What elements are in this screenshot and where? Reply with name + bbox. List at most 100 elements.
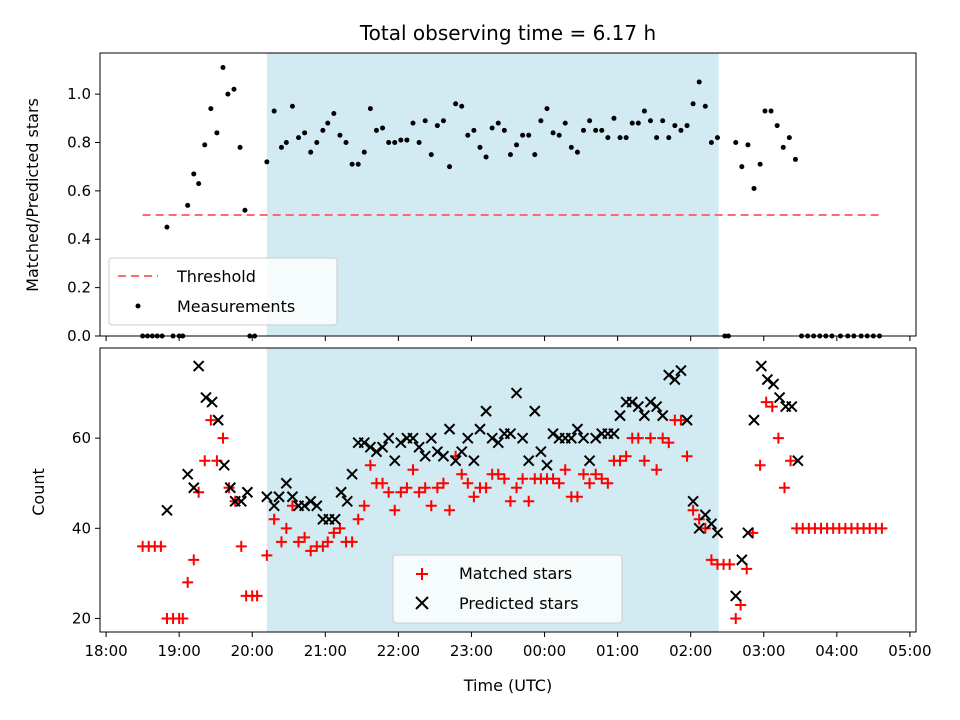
measurement-point — [678, 127, 684, 133]
predicted-star-marker — [443, 423, 456, 435]
predicted-star-marker — [583, 454, 596, 467]
measurement-point — [617, 135, 623, 141]
legend-predicted-label: Predicted stars — [459, 594, 579, 613]
matched-star-marker — [602, 477, 614, 489]
measurement-point — [447, 164, 453, 170]
measurement-point — [702, 103, 708, 109]
measurement-point — [581, 127, 587, 133]
matched-star-marker — [217, 432, 229, 444]
predicted-star-marker — [748, 414, 760, 426]
matched-star-marker — [205, 414, 217, 426]
measurement-point — [708, 139, 714, 145]
matched-star-marker — [462, 477, 474, 489]
predicted-star-marker — [425, 432, 437, 444]
measurement-point — [202, 142, 208, 148]
matched-star-marker — [235, 540, 247, 552]
measurement-point — [520, 132, 526, 138]
matched-star-marker — [578, 468, 590, 480]
matched-star-marker — [395, 486, 407, 498]
matched-star-marker — [735, 599, 747, 611]
measurement-point — [672, 123, 678, 129]
legend-threshold-label: Threshold — [176, 267, 256, 286]
matched-star-marker — [322, 536, 334, 548]
matched-star-marker — [651, 464, 663, 476]
predicted-star-marker — [644, 396, 657, 408]
measurement-point — [745, 142, 751, 148]
measurement-point — [320, 127, 326, 133]
matched-star-marker — [724, 558, 736, 570]
matched-star-marker — [401, 482, 413, 494]
measurement-point — [373, 127, 379, 133]
matched-star-marker — [177, 612, 189, 624]
matched-star-marker — [675, 414, 687, 426]
predicted-star-marker — [329, 513, 341, 526]
predicted-star-marker — [693, 522, 705, 535]
measurement-point — [568, 144, 574, 150]
measurement-point — [434, 123, 440, 129]
measurement-point — [477, 144, 483, 150]
legend-matched-label: Matched stars — [459, 564, 572, 583]
measurement-point — [325, 120, 331, 126]
predicted-star-marker — [663, 369, 675, 381]
predicted-star-marker — [192, 360, 205, 372]
matched-star-marker — [614, 455, 626, 467]
matched-star-marker — [389, 504, 401, 516]
predicted-star-marker — [280, 477, 293, 489]
matched-star-marker — [730, 612, 742, 624]
measurement-point — [654, 135, 660, 141]
measurement-point — [440, 118, 446, 124]
predicted-star-marker — [268, 500, 280, 512]
measurement-point — [757, 161, 763, 167]
predicted-star-marker — [516, 432, 529, 444]
matched-star-marker — [383, 486, 395, 498]
predicted-star-marker — [504, 427, 517, 440]
predicted-star-marker — [626, 396, 638, 408]
predicted-star-marker — [650, 400, 663, 413]
measurement-point — [660, 118, 666, 124]
predicted-star-marker — [261, 491, 273, 503]
measurement-point — [392, 139, 398, 145]
measurement-point — [196, 181, 202, 187]
matched-star-marker — [632, 432, 644, 444]
measurement-point — [278, 144, 284, 150]
measurement-point — [208, 106, 214, 112]
x-axis-label: Time (UTC) — [463, 676, 552, 695]
predicted-star-marker — [358, 436, 370, 449]
measurement-point — [361, 149, 367, 155]
predicted-star-marker — [767, 378, 780, 390]
predicted-star-marker — [364, 441, 377, 453]
bottom-legend: Matched stars Predicted stars — [392, 554, 623, 624]
matched-star-marker — [182, 576, 194, 588]
predicted-star-marker — [311, 500, 323, 512]
x-tick-label: 19:00 — [158, 642, 201, 660]
matched-star-marker — [590, 468, 602, 480]
measurement-point — [331, 110, 337, 116]
measurement-point — [242, 207, 248, 213]
matched-star-marker — [334, 522, 346, 534]
measurement-point — [526, 132, 532, 138]
measurement-point — [768, 108, 774, 114]
matched-star-marker — [663, 437, 675, 449]
matched-star-marker — [299, 531, 311, 543]
matched-star-marker — [352, 513, 364, 525]
predicted-star-marker — [161, 504, 173, 516]
matched-star-marker — [425, 500, 437, 512]
x-tick-label: 21:00 — [304, 642, 347, 660]
top-y-tick-label: 0.0 — [67, 327, 91, 345]
predicted-star-marker — [200, 391, 212, 404]
predicted-star-marker — [786, 400, 798, 413]
measurement-point — [532, 152, 538, 158]
matched-star-marker — [571, 491, 583, 503]
matched-star-marker — [657, 432, 669, 444]
matched-star-marker — [275, 536, 287, 548]
predicted-star-marker — [341, 495, 353, 507]
measurement-point — [296, 135, 302, 141]
matched-star-marker — [741, 563, 753, 575]
matched-star-marker — [766, 401, 778, 413]
matched-star-marker — [584, 477, 596, 489]
predicted-star-marker — [742, 527, 754, 539]
bottom-y-ticks: 20 40 60 — [72, 429, 100, 627]
predicted-star-marker — [456, 445, 468, 458]
legend-predicted-swatch — [415, 596, 429, 610]
measurement-point — [605, 135, 611, 141]
